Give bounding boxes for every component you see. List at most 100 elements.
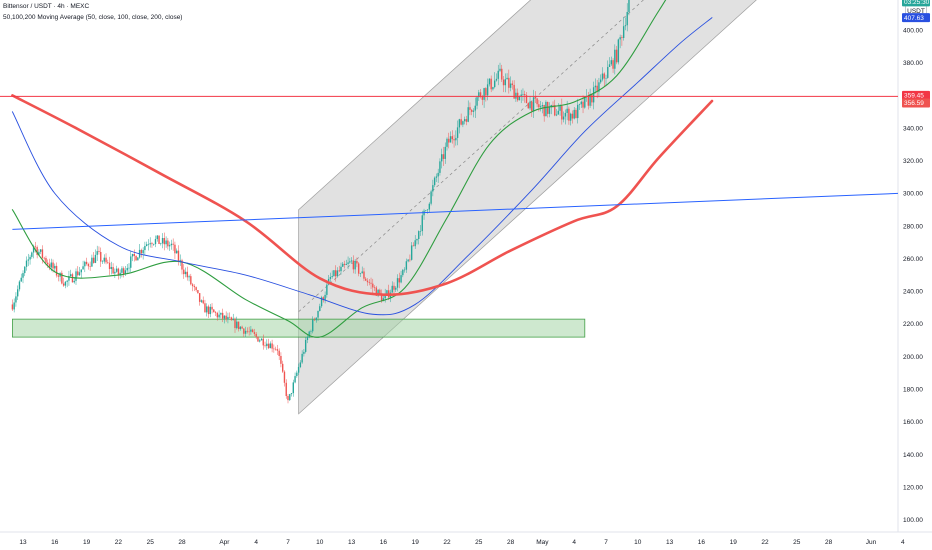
candle (562, 111, 565, 123)
candle-body (237, 321, 240, 330)
candle-body (147, 244, 150, 245)
candle (283, 370, 286, 387)
candle-body (386, 290, 388, 294)
candle-body (463, 119, 466, 122)
horizontal-lines[interactable] (0, 0, 899, 230)
candle (432, 179, 434, 197)
candle-body (504, 79, 506, 86)
candle (301, 350, 303, 364)
y-tick-label: 340.00 (903, 125, 923, 132)
candle (273, 344, 275, 353)
candle-body (573, 109, 575, 119)
candle (66, 279, 68, 288)
candle-body (94, 254, 97, 263)
candle-body (168, 245, 171, 247)
candle-body (428, 203, 431, 210)
candle (20, 273, 22, 282)
candle-body (486, 84, 489, 96)
regression-channel[interactable] (298, 0, 787, 415)
candle (342, 262, 344, 267)
indicator-legend[interactable]: 50,100,200 Moving Average (50, close, 10… (3, 14, 183, 21)
candle-body (349, 261, 351, 263)
y-tick-label: 180.00 (903, 387, 923, 394)
price-tag-bg (902, 98, 930, 108)
candle-body (98, 251, 100, 252)
candle (126, 264, 128, 273)
candle-body (488, 78, 491, 85)
candle-body (361, 271, 363, 274)
x-tick-label: 16 (380, 539, 388, 546)
candle (206, 303, 208, 317)
candle-body (144, 246, 146, 251)
candle (506, 73, 508, 80)
candle-body (359, 273, 362, 274)
candle (545, 100, 547, 117)
candle (276, 344, 279, 355)
candle-body (103, 257, 105, 262)
candle-body (121, 268, 123, 273)
candle-body (77, 271, 79, 276)
candle-body (435, 176, 438, 178)
candle-body (206, 306, 208, 313)
y-tick-label: 320.00 (903, 158, 923, 165)
candle-body (214, 312, 217, 313)
candle (508, 69, 510, 94)
candle-body (402, 269, 404, 276)
price-axis[interactable]: 100.00 120.00 140.00 160.00 180.00 200.00 220.… (903, 0, 923, 524)
candle (243, 328, 245, 337)
candle (502, 76, 505, 93)
x-tick-label: 22 (115, 539, 123, 546)
candle (608, 57, 611, 67)
candle-body (163, 238, 166, 245)
candle-body (297, 366, 300, 373)
candle (536, 97, 538, 108)
candle-body (326, 284, 328, 295)
candle-body (449, 136, 452, 143)
candle (153, 243, 155, 246)
candle (409, 254, 411, 262)
candle-body (455, 137, 457, 141)
candle-body (197, 290, 199, 294)
candle (160, 242, 162, 246)
candle (485, 87, 487, 102)
candle-body (92, 257, 95, 263)
candle (448, 132, 450, 149)
candle-body (244, 330, 247, 334)
candle-body (274, 348, 277, 350)
candle (603, 72, 605, 86)
candle (179, 254, 181, 266)
candle-body (538, 104, 540, 108)
candle (455, 130, 457, 146)
candle (601, 67, 604, 82)
candle-body (566, 108, 568, 113)
candle (55, 262, 58, 278)
candle-body (61, 272, 63, 284)
candle-body (357, 263, 360, 274)
candle-body (66, 280, 68, 282)
candle-body (418, 231, 420, 239)
candle (398, 272, 400, 289)
x-tick-label: 10 (634, 539, 642, 546)
candle (262, 334, 264, 350)
candle-body (506, 77, 508, 80)
candle-body (520, 94, 522, 97)
candle-body (294, 376, 296, 383)
candle-body (296, 372, 298, 377)
time-axis[interactable]: 13 16 19 22 25 28 Apr 4 7 10 13 16 19 22 25 28 May 4 7 10 13… (19, 539, 932, 546)
candle-body (342, 263, 344, 267)
candle-body (617, 39, 620, 63)
candle (451, 130, 453, 144)
candle-body (269, 343, 272, 349)
candle-body (354, 260, 356, 270)
candle-body (600, 79, 602, 83)
candle-body (508, 77, 510, 88)
candle-body (419, 231, 422, 232)
candle-body (391, 285, 393, 293)
candle (522, 88, 524, 101)
candle-body (11, 304, 14, 310)
y-tick-label: 160.00 (903, 419, 923, 426)
candle-body (448, 138, 450, 143)
candles (11, 0, 630, 404)
candle (259, 338, 261, 343)
